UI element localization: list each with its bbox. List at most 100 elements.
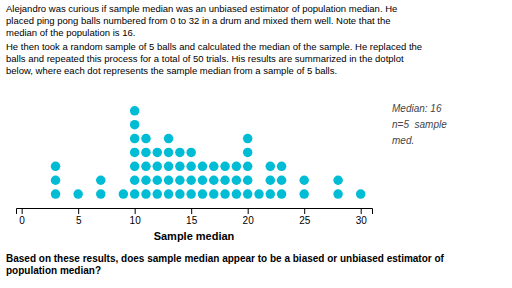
subtitle-line: He then took a random sample of 5 balls … xyxy=(6,41,422,52)
chart: Alejandro was curious if sample median w… xyxy=(0,0,512,288)
x-axis: 0 5 10 15 20 25 30 xyxy=(17,208,373,226)
dot xyxy=(243,189,252,198)
dot xyxy=(266,175,275,184)
dot xyxy=(119,189,128,198)
annotation: n=5 sample xyxy=(392,119,447,130)
dot xyxy=(130,162,139,171)
dot xyxy=(186,189,195,198)
x-tick-label: 15 xyxy=(186,215,198,226)
x-tick-label: 5 xyxy=(76,215,82,226)
x-tick-mark xyxy=(22,208,23,214)
x-tick: 5 xyxy=(76,208,82,226)
x-tick: 30 xyxy=(356,208,368,226)
question-line: population median? xyxy=(6,265,101,276)
question-line: Based on these results, does sample medi… xyxy=(6,253,445,264)
dot xyxy=(277,162,286,171)
dot xyxy=(198,162,207,171)
dot xyxy=(130,175,139,184)
dot xyxy=(243,148,252,157)
dot xyxy=(51,175,60,184)
dot xyxy=(130,148,139,157)
dot xyxy=(232,175,241,184)
x-tick: 20 xyxy=(243,208,255,226)
dot xyxy=(333,189,342,198)
x-tick-mark xyxy=(191,208,192,214)
x-tick: 10 xyxy=(130,208,142,226)
dot xyxy=(141,175,150,184)
subtitle-line: below, where each dot represents the sam… xyxy=(6,65,337,76)
dot xyxy=(153,175,162,184)
dot xyxy=(164,162,173,171)
dot xyxy=(220,175,229,184)
dot xyxy=(130,189,139,198)
dot xyxy=(96,189,105,198)
x-tick-mark xyxy=(78,208,79,214)
title: Alejandro was curious if sample median w… xyxy=(6,3,397,38)
dot xyxy=(220,162,229,171)
dot xyxy=(198,189,207,198)
dot xyxy=(186,162,195,171)
dot xyxy=(141,189,150,198)
dot xyxy=(130,120,139,129)
dot xyxy=(51,189,60,198)
dot xyxy=(243,134,252,143)
x-tick-label: 25 xyxy=(299,215,311,226)
dot xyxy=(73,189,82,198)
x-tick: 15 xyxy=(186,208,198,226)
question: Based on these results, does sample medi… xyxy=(6,253,445,276)
dot xyxy=(232,189,241,198)
dot xyxy=(243,175,252,184)
dot xyxy=(220,189,229,198)
dots xyxy=(51,106,366,199)
dot xyxy=(164,175,173,184)
x-tick-label: 30 xyxy=(356,215,368,226)
dot xyxy=(209,175,218,184)
dot xyxy=(277,189,286,198)
dot xyxy=(51,162,60,171)
dot xyxy=(153,189,162,198)
x-axis-title: Sample median xyxy=(154,230,235,242)
x-tick-mark xyxy=(248,208,249,214)
dot xyxy=(186,148,195,157)
dot xyxy=(141,148,150,157)
dot xyxy=(175,162,184,171)
annotation: Median: 16 xyxy=(392,103,442,114)
dot xyxy=(164,134,173,143)
subtitle: He then took a random sample of 5 balls … xyxy=(6,41,422,76)
dot xyxy=(153,162,162,171)
dot xyxy=(299,175,308,184)
dot xyxy=(130,106,139,115)
x-axis-line xyxy=(17,209,373,215)
x-tick: 0 xyxy=(19,208,25,226)
dot xyxy=(209,189,218,198)
title-line: placed ping pong balls numbered from 0 t… xyxy=(6,15,390,26)
dot xyxy=(164,189,173,198)
x-tick-mark xyxy=(304,208,305,214)
dot xyxy=(254,189,263,198)
dot xyxy=(266,189,275,198)
dot xyxy=(96,175,105,184)
dot xyxy=(175,189,184,198)
dot xyxy=(266,162,275,171)
x-tick-mark xyxy=(135,208,136,214)
dot xyxy=(198,175,207,184)
dot xyxy=(130,134,139,143)
x-tick-label: 20 xyxy=(243,215,255,226)
dot xyxy=(175,175,184,184)
dot xyxy=(356,189,365,198)
dot xyxy=(141,162,150,171)
dot xyxy=(175,148,184,157)
annotation: med. xyxy=(392,135,414,146)
dot xyxy=(277,175,286,184)
plot: 0 5 10 15 20 25 30 Sample median xyxy=(17,106,373,242)
dot xyxy=(141,134,150,143)
x-tick: 25 xyxy=(299,208,311,226)
dot xyxy=(153,148,162,157)
x-tick-label: 0 xyxy=(19,215,25,226)
dot xyxy=(243,162,252,171)
dot xyxy=(209,162,218,171)
title-line: median of the population is 16. xyxy=(6,27,135,38)
x-tick-label: 10 xyxy=(130,215,142,226)
subtitle-line: balls and repeated this process for a to… xyxy=(6,53,404,64)
dot xyxy=(333,175,342,184)
